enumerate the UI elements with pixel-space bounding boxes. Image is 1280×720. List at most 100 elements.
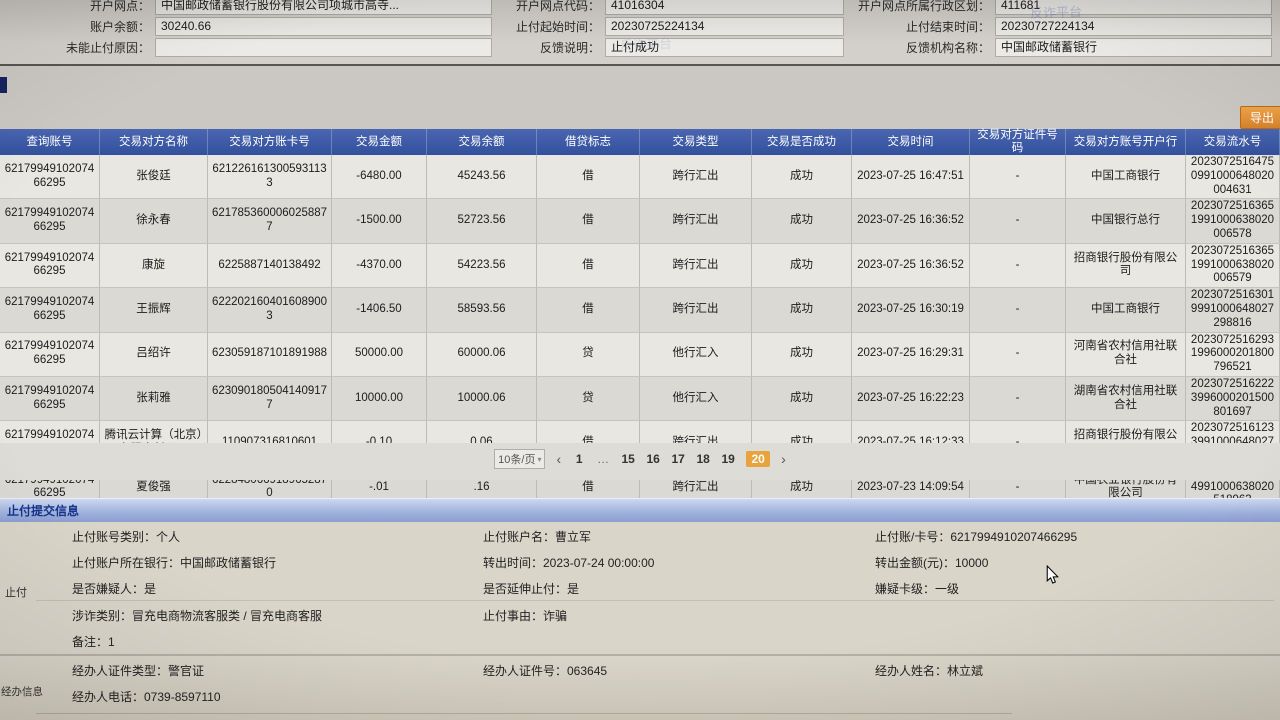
table-cell: 中国工商银行 xyxy=(1066,155,1186,200)
page-size-value: 10条/页 xyxy=(498,454,536,466)
page-size-select[interactable]: 10条/页 ▾ xyxy=(494,449,546,469)
column-header: 交易类型 xyxy=(640,129,752,155)
column-header: 交易是否成功 xyxy=(752,129,852,155)
table-cell: 成功 xyxy=(752,332,852,377)
form-field: 未能止付原因： xyxy=(0,38,492,57)
chevron-down-icon: ▾ xyxy=(537,454,542,464)
column-header: 借贷标志 xyxy=(537,129,640,155)
table-cell: 6222021604016089003 xyxy=(208,288,332,333)
table-cell: 6217994910207466295 xyxy=(0,376,100,422)
mouse-cursor xyxy=(1046,565,1059,584)
page-button-19[interactable]: 19 xyxy=(721,452,735,466)
page-button-15[interactable]: 15 xyxy=(621,452,635,466)
next-page-button[interactable]: › xyxy=(781,451,786,467)
table-cell: 6217994910207466295 xyxy=(0,288,100,333)
table-cell: 60000.06 xyxy=(427,332,537,377)
operator-section: 经办信息 经办人证件类型：警官证 经办人证件号：063645 经办人姓名：林立斌 经办… xyxy=(0,654,1280,720)
table-cell: 6230901805041409177 xyxy=(208,376,332,422)
table-cell: - xyxy=(970,199,1066,244)
table-cell: 2023-07-25 16:36:52 xyxy=(852,199,970,244)
table-cell: 2023-07-25 16:29:31 xyxy=(852,332,970,377)
table-cell: 2023-07-25 16:36:52 xyxy=(852,243,970,289)
column-header: 交易对方名称 xyxy=(100,129,208,155)
table-row: 6217994910207466295 王振辉 622202160401608900… xyxy=(0,288,1280,333)
field-label: 反馈说明： xyxy=(539,41,600,55)
table-cell: - xyxy=(970,288,1066,333)
table-row: 6217994910207466295 徐永春 621785360006025887… xyxy=(0,199,1280,244)
bottom-divider xyxy=(36,713,1012,714)
section-title: 止付提交信息 xyxy=(7,504,80,518)
table-row: 6217994910207466295 康旋 6225887140138492 -43… xyxy=(0,243,1280,289)
column-header: 交易对方证件号码 xyxy=(970,129,1066,155)
info-row: 止付账号类别：个人 止付账户名：曹立军 止付账/卡号：621799491020746… xyxy=(36,522,1274,548)
table-cell: 借 xyxy=(537,155,640,200)
table-cell: 50000.00 xyxy=(332,332,427,377)
pagination: 10条/页 ▾ ‹ 1 … 15 16 17 18 19 20 › xyxy=(0,449,1280,469)
field-value: 411681 xyxy=(995,0,1272,15)
table-cell: 借 xyxy=(537,199,640,244)
page-ellipsis: … xyxy=(597,452,611,466)
table-cell: 张俊廷 xyxy=(100,155,208,200)
field-label: 反馈机构名称： xyxy=(905,41,990,55)
info-field: 经办人姓名：林立斌 xyxy=(875,664,984,678)
table-cell: 45243.56 xyxy=(427,155,537,200)
field-value: 20230725224134 xyxy=(605,17,844,36)
field-label: 开户网点： xyxy=(89,0,150,13)
info-row: 是否嫌疑人：是 是否延伸止付：是 嫌疑卡级：一级 xyxy=(36,574,1274,600)
table-cell: 20230725162223996000201500801697 xyxy=(1186,376,1280,422)
page-button-18[interactable]: 18 xyxy=(696,452,710,466)
form-row: 开户网点： 中国邮政储蓄银行股份有限公司项城市高寺... 开户网点代码： 410163… xyxy=(0,0,1280,16)
info-field: 转出时间：2023-07-24 00:00:00 xyxy=(483,556,655,570)
table-header-row: 查询账号 交易对方名称 交易对方账卡号 交易金额 交易余额 借贷标志 交易类型 交易是否成功交… xyxy=(0,129,1280,155)
field-label: 止付结束时间： xyxy=(905,20,990,34)
form-field: 开户网点所属行政区划： 411681 xyxy=(844,0,1280,15)
table-cell: - xyxy=(970,243,1066,289)
table-cell: 10000.00 xyxy=(332,376,427,422)
info-field: 涉诈类别：冒充电商物流客服类 / 冒充电商客服 xyxy=(72,609,323,623)
info-field: 备注：1 xyxy=(72,635,115,649)
table-row: 6217994910207466295 张莉雅 623090180504140917… xyxy=(0,376,1280,422)
table-cell: 58593.56 xyxy=(427,288,537,333)
table-cell: 跨行汇出 xyxy=(640,199,752,244)
table-cell: 6217994910207466295 xyxy=(0,243,100,289)
info-field: 止付账户名：曹立军 xyxy=(483,530,592,544)
form-row: 未能止付原因： 反馈说明： 止付成功 反馈机构名称： 中国邮政储蓄银行 xyxy=(0,37,1280,58)
table-row: 6217994910207466295 张俊廷 621226161300593113… xyxy=(0,155,1280,200)
table-cell: 招商银行股份有限公司 xyxy=(1066,243,1186,289)
form-field: 止付结束时间： 20230727224134 xyxy=(844,17,1280,36)
export-button[interactable]: 导出 xyxy=(1239,106,1280,129)
table-cell: 成功 xyxy=(752,199,852,244)
page-button-1[interactable]: 1 xyxy=(575,452,583,466)
column-header: 交易对方账号开户行 xyxy=(1066,129,1186,155)
pagination-band xyxy=(0,443,1280,480)
field-label: 账户余额： xyxy=(89,20,150,34)
page-button-17[interactable]: 17 xyxy=(671,452,685,466)
table-cell: 6217994910207466295 xyxy=(0,332,100,377)
table-cell: -1406.50 xyxy=(332,288,427,333)
table-cell: - xyxy=(970,155,1066,200)
info-row: 经办人电话：0739-8597110 xyxy=(36,682,1274,708)
field-label: 未能止付原因： xyxy=(65,41,150,55)
table-cell: 徐永春 xyxy=(100,199,208,244)
table-cell: 成功 xyxy=(752,288,852,333)
info-field: 转出金额(元)：10000 xyxy=(875,556,989,570)
table-cell: 成功 xyxy=(752,243,852,289)
field-value: 20230727224134 xyxy=(995,17,1272,36)
stop-payment-section-header: 止付提交信息 xyxy=(0,498,1280,522)
column-header: 交易流水号 xyxy=(1186,129,1280,155)
info-field: 经办人证件类型：警官证 xyxy=(72,664,205,678)
page-button-20[interactable]: 20 xyxy=(746,451,771,467)
prev-page-button[interactable]: ‹ xyxy=(556,451,562,467)
info-field: 止付账户所在银行：中国邮政储蓄银行 xyxy=(72,556,277,570)
table-cell: 2023-07-25 16:22:23 xyxy=(852,376,970,422)
table-cell: 623059187101891988 xyxy=(208,332,332,377)
side-label-stop-payment: 止付 xyxy=(5,587,27,599)
column-header: 交易金额 xyxy=(332,129,427,155)
field-label: 开户网点代码： xyxy=(515,0,600,13)
page-button-16[interactable]: 16 xyxy=(646,452,660,466)
table-cell: 康旋 xyxy=(100,243,208,289)
info-field: 是否延伸止付：是 xyxy=(483,582,580,596)
table-cell: 20230725163019991000648027298816 xyxy=(1186,288,1280,333)
info-field: 止付事由：诈骗 xyxy=(483,609,568,623)
